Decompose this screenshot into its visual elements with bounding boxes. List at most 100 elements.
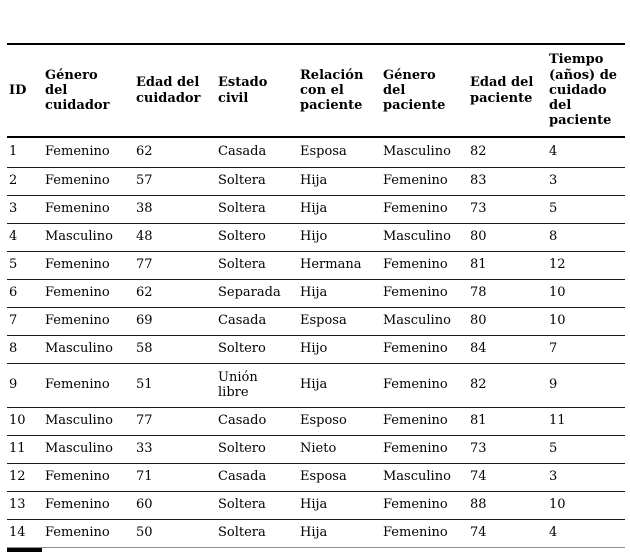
cell-edad_paciente: 73 [468, 195, 547, 224]
cell-edad_paciente: 82 [468, 137, 547, 168]
header-cell-genero-paciente: Género del paciente [381, 44, 468, 138]
table-row: 10 Masculino 77 Casado Esposo Femenino 81 11 [7, 407, 625, 436]
cell-estado_civil: Soltero [216, 335, 298, 364]
cell-genero_paciente: Femenino [381, 491, 468, 520]
cell-id: 5 [7, 251, 43, 280]
cell-tiempo_cuidado: 10 [547, 279, 625, 308]
cell-tiempo_cuidado: 9 [547, 363, 625, 408]
table-row: 9 Femenino 51 Unión libre Hija Femenino 82 9 [7, 363, 625, 408]
cell-tiempo_cuidado: 10 [547, 307, 625, 336]
cell-relacion_paciente: Hermana [298, 251, 381, 280]
cell-genero_paciente: Femenino [381, 279, 468, 308]
cell-estado_civil: Soltero [216, 435, 298, 464]
cell-edad_paciente: 82 [468, 363, 547, 408]
cell-id: 1 [7, 137, 43, 168]
table-row: 12 Femenino 71 Casada Esposa Masculino 74 3 [7, 463, 625, 492]
cell-genero_paciente: Femenino [381, 407, 468, 436]
cell-estado_civil: Soltera [216, 195, 298, 224]
cell-tiempo_cuidado: 3 [547, 463, 625, 492]
cell-genero_cuidador: Femenino [43, 519, 134, 548]
cell-edad_paciente: 74 [468, 519, 547, 548]
cell-genero_cuidador: Masculino [43, 335, 134, 364]
cell-relacion_paciente: Esposa [298, 137, 381, 168]
cell-id: 9 [7, 363, 43, 408]
cell-tiempo_cuidado: 12 [547, 251, 625, 280]
cell-edad_cuidador: 77 [134, 407, 216, 436]
cell-id: 4 [7, 223, 43, 252]
table-row: 5 Femenino 77 Soltera Hermana Femenino 81 12 [7, 251, 625, 280]
table-bottom-border-fragment [7, 548, 42, 552]
cell-genero_cuidador: Masculino [43, 407, 134, 436]
cell-edad_cuidador: 58 [134, 335, 216, 364]
cell-edad_cuidador: 48 [134, 223, 216, 252]
cell-tiempo_cuidado: 5 [547, 435, 625, 464]
cell-genero_cuidador: Femenino [43, 167, 134, 196]
cell-tiempo_cuidado: 4 [547, 519, 625, 548]
cell-tiempo_cuidado: 4 [547, 137, 625, 168]
cell-relacion_paciente: Esposa [298, 463, 381, 492]
cell-id: 13 [7, 491, 43, 520]
cell-edad_cuidador: 60 [134, 491, 216, 520]
table-row: 11 Masculino 33 Soltero Nieto Femenino 73 5 [7, 435, 625, 464]
cell-relacion_paciente: Hijo [298, 335, 381, 364]
cell-estado_civil: Soltera [216, 167, 298, 196]
cell-id: 11 [7, 435, 43, 464]
table-row: 3 Femenino 38 Soltera Hija Femenino 73 5 [7, 195, 625, 224]
cell-edad_paciente: 81 [468, 251, 547, 280]
cell-relacion_paciente: Hijo [298, 223, 381, 252]
cell-estado_civil: Casada [216, 307, 298, 336]
cell-genero_cuidador: Femenino [43, 363, 134, 408]
cell-genero_paciente: Femenino [381, 363, 468, 408]
cell-tiempo_cuidado: 5 [547, 195, 625, 224]
cell-genero_paciente: Femenino [381, 519, 468, 548]
cell-relacion_paciente: Esposo [298, 407, 381, 436]
cell-edad_paciente: 78 [468, 279, 547, 308]
cell-edad_cuidador: 62 [134, 279, 216, 308]
caregiver-patient-table: ID Género del cuidador Edad del cuidador… [7, 43, 625, 548]
table-row: 14 Femenino 50 Soltera Hija Femenino 74 4 [7, 519, 625, 548]
cell-genero_cuidador: Femenino [43, 307, 134, 336]
header-cell-estado-civil: Estado civil [216, 44, 298, 138]
cell-relacion_paciente: Esposa [298, 307, 381, 336]
table-row: 8 Masculino 58 Soltero Hijo Femenino 84 7 [7, 335, 625, 364]
cell-edad_cuidador: 38 [134, 195, 216, 224]
cell-estado_civil: Unión libre [216, 363, 298, 408]
cell-relacion_paciente: Hija [298, 491, 381, 520]
cell-genero_cuidador: Femenino [43, 463, 134, 492]
cell-genero_paciente: Masculino [381, 137, 468, 168]
cell-estado_civil: Soltera [216, 519, 298, 548]
cell-edad_paciente: 81 [468, 407, 547, 436]
cell-relacion_paciente: Hija [298, 279, 381, 308]
header-cell-relacion-paciente: Relación con el paciente [298, 44, 381, 138]
cell-edad_cuidador: 51 [134, 363, 216, 408]
table-row: 1 Femenino 62 Casada Esposa Masculino 82 4 [7, 137, 625, 168]
cell-relacion_paciente: Nieto [298, 435, 381, 464]
table-header: ID Género del cuidador Edad del cuidador… [7, 44, 625, 138]
cell-estado_civil: Casada [216, 137, 298, 168]
cell-tiempo_cuidado: 3 [547, 167, 625, 196]
cell-id: 10 [7, 407, 43, 436]
cell-edad_paciente: 74 [468, 463, 547, 492]
header-row: ID Género del cuidador Edad del cuidador… [7, 44, 625, 138]
cell-genero_paciente: Femenino [381, 195, 468, 224]
header-cell-edad-paciente: Edad del paciente [468, 44, 547, 138]
cell-id: 8 [7, 335, 43, 364]
cell-tiempo_cuidado: 8 [547, 223, 625, 252]
cell-edad_cuidador: 50 [134, 519, 216, 548]
cell-genero_cuidador: Femenino [43, 279, 134, 308]
cell-relacion_paciente: Hija [298, 167, 381, 196]
cell-tiempo_cuidado: 7 [547, 335, 625, 364]
cell-edad_cuidador: 33 [134, 435, 216, 464]
cell-id: 7 [7, 307, 43, 336]
cell-id: 14 [7, 519, 43, 548]
cell-genero_paciente: Femenino [381, 435, 468, 464]
cell-edad_paciente: 80 [468, 223, 547, 252]
cell-relacion_paciente: Hija [298, 363, 381, 408]
cell-tiempo_cuidado: 10 [547, 491, 625, 520]
cell-edad_cuidador: 62 [134, 137, 216, 168]
cell-edad_cuidador: 69 [134, 307, 216, 336]
cell-genero_paciente: Masculino [381, 223, 468, 252]
cell-genero_cuidador: Masculino [43, 223, 134, 252]
cell-genero_cuidador: Femenino [43, 491, 134, 520]
